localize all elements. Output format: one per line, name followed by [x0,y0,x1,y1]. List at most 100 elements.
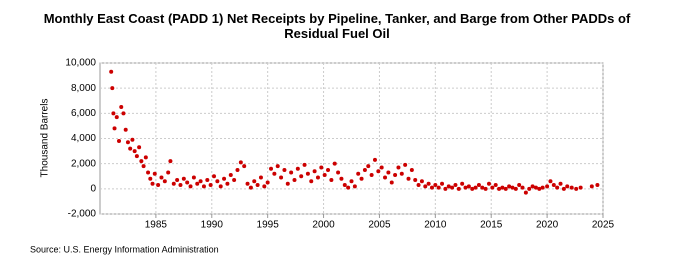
point [396,165,401,170]
point [132,149,137,154]
point [450,185,455,190]
point [178,183,183,188]
point [255,183,260,188]
point [403,162,408,167]
y-tick-label: 4,000 [71,133,96,144]
point [409,167,414,172]
point [540,185,545,190]
point [123,127,128,132]
point [339,176,344,181]
point [110,86,115,91]
point [295,166,300,171]
point [150,181,155,186]
point [156,183,161,188]
point [117,139,122,144]
point [137,145,142,150]
point [166,170,171,175]
point [148,176,153,181]
point [218,184,223,189]
point [332,161,337,166]
point [162,179,167,184]
point [285,181,290,186]
point [359,176,364,181]
point [141,164,146,169]
point [433,183,438,188]
y-axis-label: Thousand Barrels [40,99,51,178]
point [490,185,495,190]
point [443,186,448,191]
point [121,111,126,116]
y-tick-label: 2,000 [71,158,96,169]
point [235,167,240,172]
point [201,184,206,189]
point [453,183,458,188]
point [520,185,525,190]
point [109,69,114,74]
point [555,185,560,190]
point [436,185,441,190]
point [393,172,398,177]
point [476,183,481,188]
point [551,183,556,188]
point [336,170,341,175]
point [440,181,445,186]
point [299,174,304,179]
point [305,171,310,176]
point [175,178,180,183]
point [565,184,570,189]
point [322,172,327,177]
point [486,181,491,186]
y-tick-label: 6,000 [71,108,96,119]
point [134,154,139,159]
point [473,185,478,190]
point [416,183,421,188]
point [143,155,148,160]
point [346,185,351,190]
point [279,175,284,180]
point [510,185,515,190]
x-tick-label: 1985 [145,220,168,231]
point [493,183,498,188]
point [507,184,512,189]
point [423,184,428,189]
point [446,184,451,189]
point [366,164,371,169]
point [205,178,210,183]
point [497,186,502,191]
point [238,160,243,165]
point [265,180,270,185]
point [258,175,263,180]
point [128,146,133,151]
point [406,176,411,181]
point [302,162,307,167]
point [548,179,553,184]
point [561,186,566,191]
point [242,164,247,169]
x-tick-label: 1995 [257,220,280,231]
point [389,180,394,185]
point [503,186,508,191]
source: Source: U.S. Energy Information Administ… [30,244,219,254]
point [376,169,381,174]
point [466,184,471,189]
point [413,178,418,183]
y-tick-label: -2,000 [68,209,97,220]
point [195,181,200,186]
point [228,172,233,177]
point [262,184,267,189]
point [460,181,465,186]
point [232,178,237,183]
point [225,181,230,186]
point [139,159,144,164]
point [146,170,151,175]
point [558,181,563,186]
point [527,186,532,191]
point [362,167,367,172]
x-tick-label: 2010 [424,220,447,231]
point [130,137,135,142]
point [523,190,528,195]
point [399,171,404,176]
point [289,170,294,175]
point [530,184,535,189]
